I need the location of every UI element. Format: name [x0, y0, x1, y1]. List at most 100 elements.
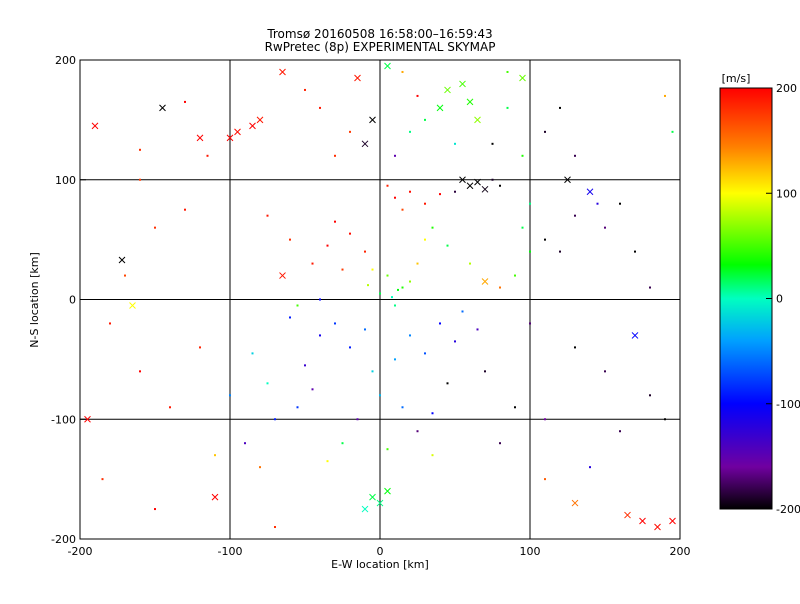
data-point-dot — [619, 202, 621, 205]
data-point-dot — [424, 202, 426, 205]
data-point-dot — [311, 388, 314, 391]
data-point-dot — [101, 478, 104, 481]
data-point-dot — [431, 226, 434, 229]
data-point-dot — [184, 208, 186, 211]
data-point-dot — [401, 406, 404, 409]
data-point-dot — [461, 310, 464, 313]
data-point-dot — [499, 184, 501, 187]
data-point-cross — [474, 116, 481, 124]
data-point-cross — [654, 523, 661, 531]
data-point-dot — [446, 244, 449, 247]
data-point-dot — [289, 238, 291, 241]
data-point-dot — [326, 460, 329, 463]
y-tick-label: -200 — [51, 533, 76, 546]
data-point-cross — [234, 128, 241, 136]
data-point-dot — [671, 130, 674, 133]
data-point-dot — [491, 142, 494, 145]
data-point-dot — [109, 322, 111, 325]
data-point-dot — [139, 370, 141, 373]
data-point-cross — [354, 74, 361, 82]
chart-subtitle: RwPretec (8p) EXPERIMENTAL SKYMAP — [265, 40, 496, 54]
data-point-dot — [491, 178, 494, 181]
data-point-dot — [371, 370, 374, 373]
data-point-cross — [256, 116, 264, 124]
data-point-cross — [369, 116, 376, 124]
data-point-dot — [664, 418, 666, 421]
data-point-dot — [604, 226, 606, 229]
data-point-dot — [574, 214, 576, 217]
data-point-cross — [91, 122, 99, 130]
colorbar: [m/s] 200 100 0 -100 -200 — [719, 72, 800, 516]
colorbar-ticks: 200 100 0 -100 -200 — [766, 82, 800, 516]
data-point-cross — [571, 499, 579, 507]
data-point-dot — [289, 316, 291, 319]
data-point-dot — [589, 466, 591, 469]
data-point-cross — [586, 188, 594, 196]
data-point-dot — [184, 100, 186, 103]
data-point-dot — [431, 454, 434, 457]
data-point-dot — [139, 178, 141, 181]
data-point-dot — [401, 70, 404, 73]
data-point-cross — [361, 505, 369, 513]
data-point-dot — [439, 322, 441, 325]
colorbar-tick-label: -200 — [776, 503, 800, 516]
data-point-dot — [379, 394, 381, 397]
data-point-dot — [649, 394, 651, 397]
data-point-dot — [431, 412, 434, 415]
data-point-dot — [416, 430, 419, 433]
data-point-dot — [334, 322, 336, 325]
data-point-dot — [604, 370, 606, 373]
data-point-dot — [424, 352, 426, 355]
data-point-dot — [499, 442, 501, 445]
data-point-dot — [206, 154, 209, 157]
data-point-dot — [596, 202, 599, 205]
x-tick-label: -200 — [68, 545, 93, 558]
data-point-dot — [386, 184, 389, 187]
data-point-dot — [454, 340, 456, 343]
data-point-dot — [409, 280, 411, 283]
x-tick-label: 0 — [377, 545, 384, 558]
data-point-dot — [514, 274, 516, 277]
data-point-dot — [266, 382, 269, 385]
data-point-cross — [564, 176, 571, 184]
data-point-dot — [326, 244, 329, 247]
data-point-cross — [384, 62, 391, 70]
data-point-dot — [379, 292, 381, 295]
data-point-dot — [394, 358, 396, 361]
data-point-dot — [409, 130, 411, 133]
data-point-cross — [196, 134, 204, 142]
data-point-cross — [639, 517, 646, 525]
data-point-dot — [506, 106, 509, 109]
data-point-cross — [466, 98, 474, 106]
data-point-dot — [521, 226, 524, 229]
data-point-dot — [574, 346, 576, 349]
data-point-dot — [544, 478, 546, 481]
data-point-cross — [459, 80, 466, 88]
data-point-dot — [439, 193, 441, 196]
data-point-dot — [356, 418, 359, 421]
data-point-dot — [559, 250, 561, 253]
data-point-dot — [401, 208, 404, 211]
data-point-dot — [446, 382, 449, 385]
data-point-dot — [454, 142, 456, 145]
data-point-dot — [394, 196, 396, 199]
data-point-dot — [521, 154, 524, 157]
data-point-cross — [279, 272, 286, 279]
colorbar-tick-label: 100 — [776, 187, 797, 200]
data-point-dot — [319, 334, 321, 337]
data-point-cross — [481, 278, 489, 285]
colorbar-gradient — [720, 88, 772, 509]
data-point-dot — [154, 508, 156, 511]
x-axis-label: E-W location [km] — [331, 558, 429, 571]
data-point-cross — [376, 499, 384, 507]
data-point-cross — [384, 487, 391, 495]
data-points — [84, 62, 676, 531]
data-point-dot — [229, 394, 231, 397]
y-tick-label: 0 — [69, 294, 76, 307]
data-point-cross — [279, 68, 286, 76]
x-tick-label: -100 — [218, 545, 243, 558]
data-point-dot — [319, 106, 321, 109]
data-point-dot — [349, 130, 351, 133]
data-point-dot — [274, 526, 276, 529]
